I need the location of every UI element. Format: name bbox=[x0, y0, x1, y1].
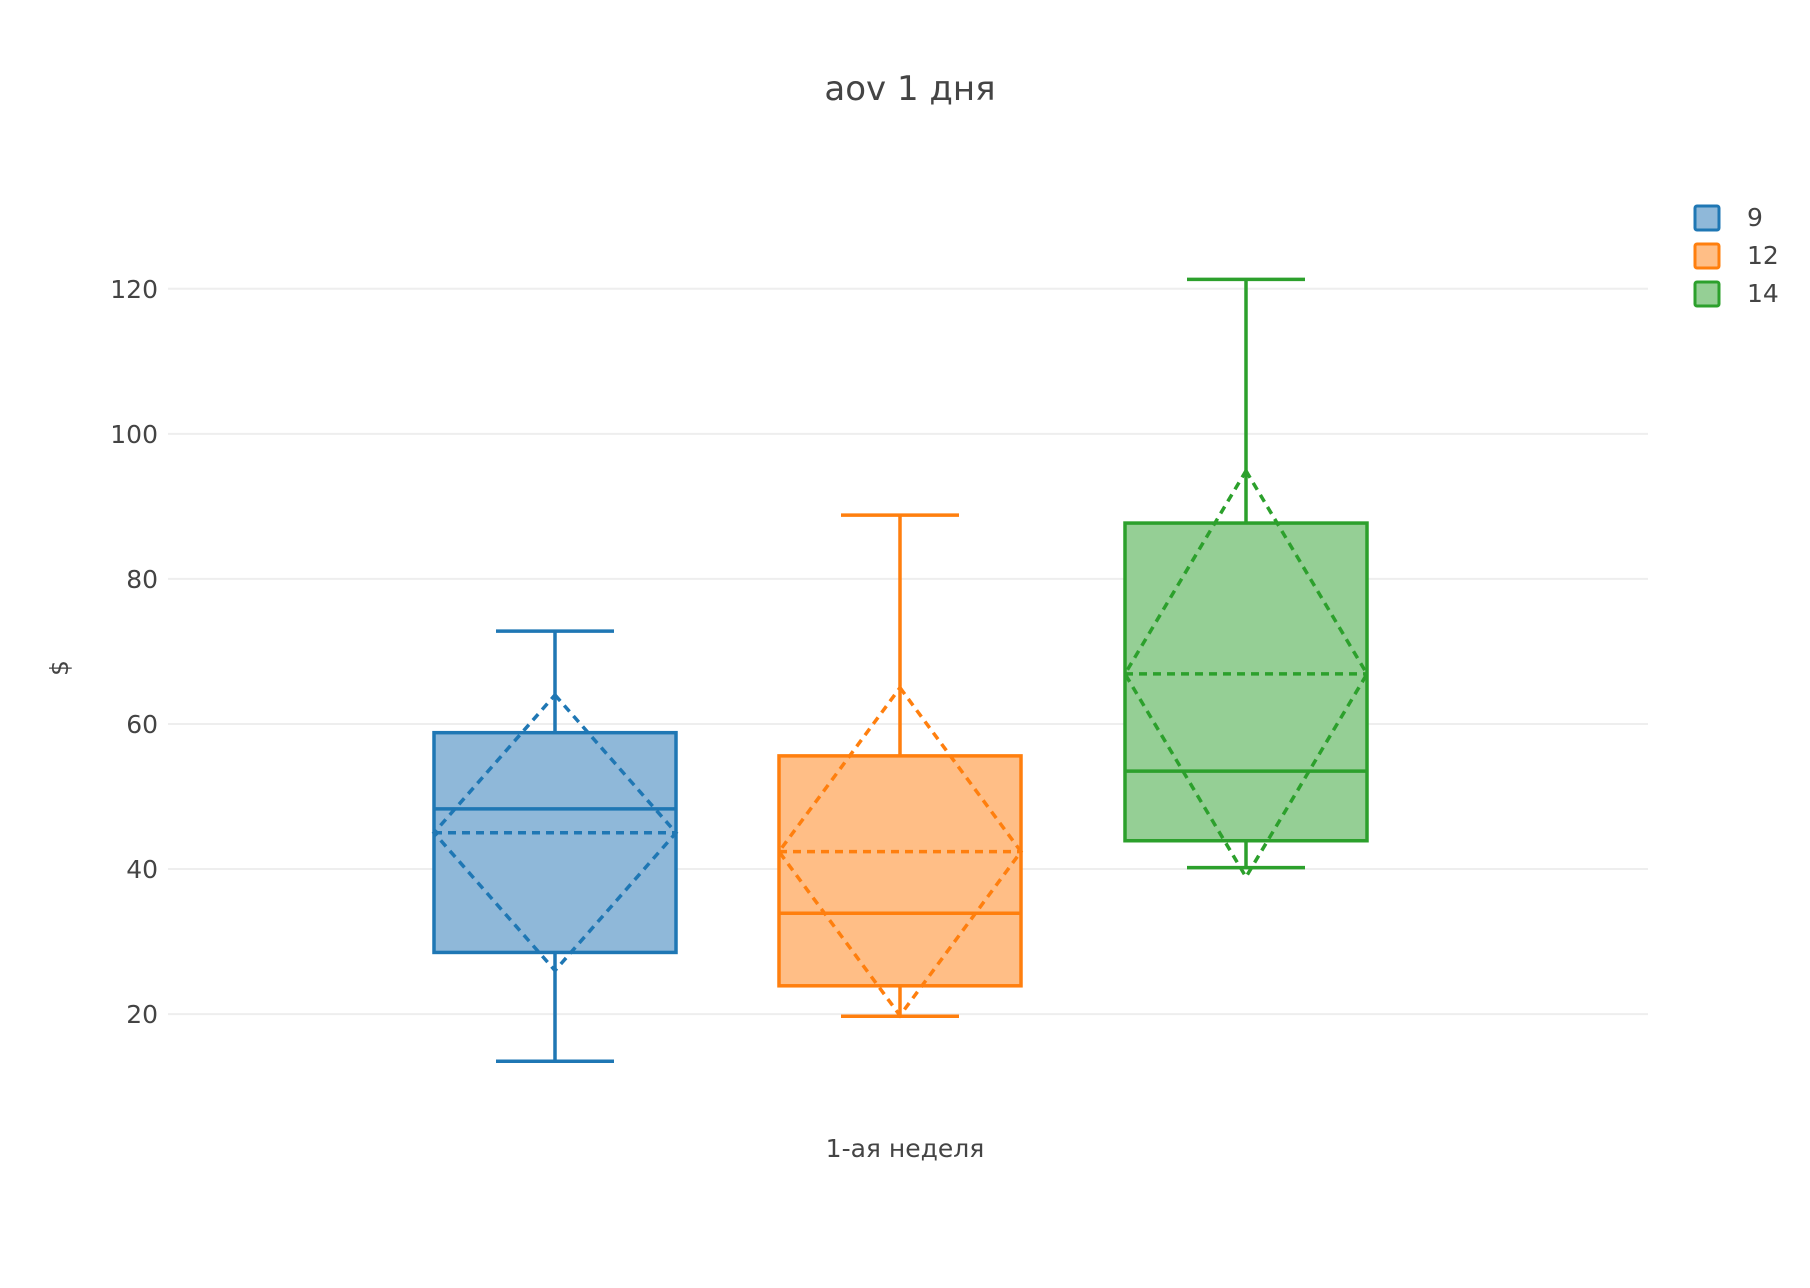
legend-item-12[interactable]: 12 bbox=[1693, 241, 1779, 270]
y-tick-label: 80 bbox=[126, 565, 158, 594]
box-series-12[interactable] bbox=[776, 513, 1024, 1019]
box-series-9[interactable] bbox=[431, 629, 679, 1063]
y-tick-label: 100 bbox=[110, 420, 158, 449]
legend-label: 12 bbox=[1747, 241, 1779, 270]
sd-diamond bbox=[776, 684, 1024, 1019]
legend-item-14[interactable]: 14 bbox=[1693, 279, 1779, 308]
y-axis-title: $ bbox=[45, 660, 74, 676]
legend-swatch bbox=[1693, 242, 1721, 270]
legend-swatch bbox=[1693, 280, 1721, 308]
y-tick-label: 40 bbox=[126, 855, 158, 884]
iqr-box bbox=[777, 754, 1023, 988]
y-axis: 20 40 60 80 100 120 bbox=[110, 275, 158, 1029]
box-series-14[interactable] bbox=[1122, 277, 1370, 881]
chart-title: aov 1 дня bbox=[824, 69, 995, 109]
sd-diamond bbox=[1122, 467, 1370, 881]
x-axis-title: 1-ая неделя bbox=[826, 1134, 985, 1163]
plot-area bbox=[431, 277, 1370, 1063]
sd-diamond bbox=[431, 692, 679, 974]
legend-swatch bbox=[1693, 204, 1721, 232]
legend-label: 14 bbox=[1747, 279, 1779, 308]
legend-item-9[interactable]: 9 bbox=[1693, 203, 1763, 232]
y-tick-label: 120 bbox=[110, 275, 158, 304]
y-tick-label: 20 bbox=[126, 1000, 158, 1029]
grid bbox=[168, 287, 1648, 1016]
y-tick-label: 60 bbox=[126, 710, 158, 739]
iqr-box bbox=[432, 730, 678, 955]
legend-label: 9 bbox=[1747, 203, 1763, 232]
iqr-box bbox=[1123, 521, 1369, 843]
legend[interactable]: 9 12 14 bbox=[1693, 203, 1779, 308]
